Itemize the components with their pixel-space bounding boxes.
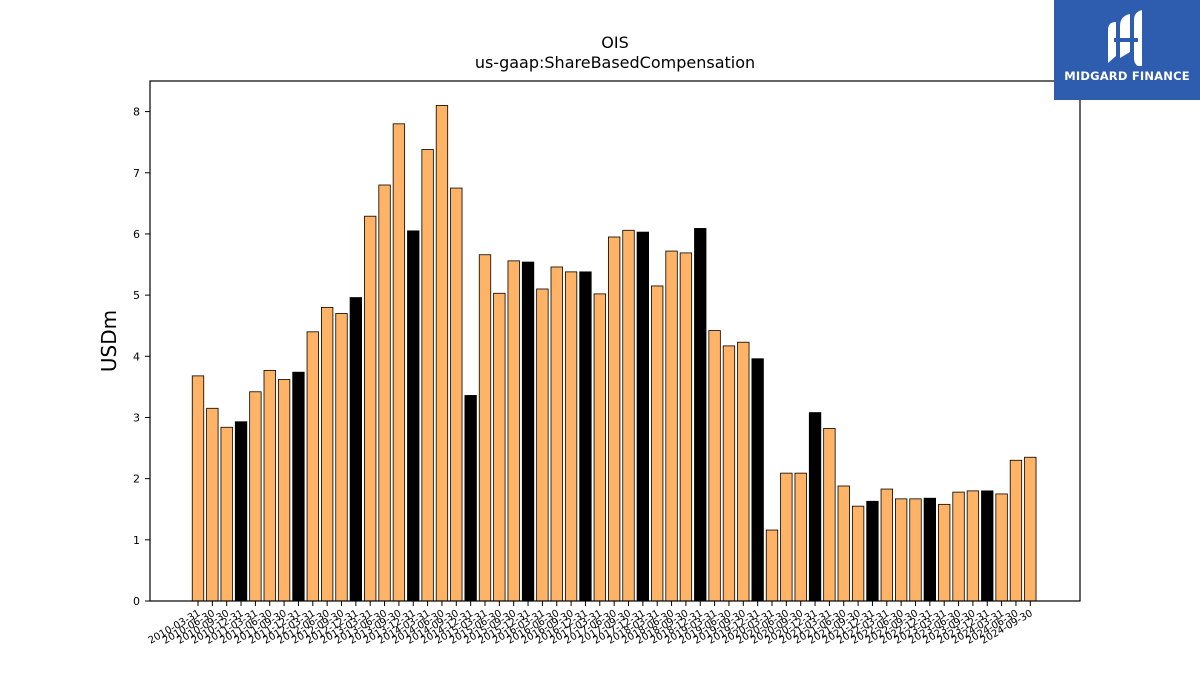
bar [234, 421, 248, 602]
bar [880, 488, 893, 602]
y-tick-label: 8 [133, 106, 140, 119]
bar [320, 306, 334, 602]
bar [349, 297, 363, 602]
bar [206, 407, 219, 602]
y-tick-label: 3 [133, 411, 140, 424]
bar [851, 505, 865, 602]
bar [392, 123, 406, 602]
bar [708, 330, 721, 602]
bar [923, 497, 936, 602]
bar [464, 395, 477, 602]
bar [536, 288, 549, 602]
y-tick-label: 6 [133, 228, 140, 241]
bar [665, 250, 678, 602]
bar [450, 187, 463, 602]
bar [191, 375, 205, 602]
bar [966, 490, 980, 602]
bar [435, 105, 449, 602]
bar [220, 426, 233, 602]
logo-text: MIDGARD FINANCE [1064, 69, 1190, 83]
bar [1009, 459, 1023, 602]
bar [794, 472, 807, 602]
bar [493, 292, 506, 602]
y-tick-label: 0 [133, 595, 140, 608]
bar [335, 313, 348, 602]
bar [608, 236, 621, 602]
bar [421, 149, 434, 602]
bar [737, 341, 750, 602]
bar [823, 428, 836, 602]
bar [780, 472, 793, 602]
bar [952, 491, 965, 602]
bar [995, 493, 1008, 602]
bar [808, 412, 822, 602]
bar [478, 254, 492, 602]
bar [263, 369, 276, 602]
bar [651, 285, 664, 602]
y-tick-label: 7 [133, 167, 140, 180]
y-axis: 0 1 2 3 4 5 6 7 8 [133, 106, 150, 608]
bar [521, 261, 535, 602]
x-axis: 2010-03-312010-06-302010-09-302010-12-31… [147, 601, 1035, 647]
bar [751, 358, 764, 602]
y-tick-label: 4 [133, 350, 140, 363]
y-tick-label: 1 [133, 534, 140, 547]
bar [579, 271, 592, 602]
bar [636, 231, 649, 602]
bar [407, 230, 420, 602]
bar [722, 345, 736, 602]
bar [837, 485, 850, 602]
bar [292, 371, 305, 602]
bar [895, 498, 908, 602]
y-axis-label: USDm [97, 310, 121, 372]
bar [550, 266, 563, 602]
y-tick-label: 5 [133, 289, 140, 302]
bar [622, 229, 635, 602]
bar [679, 252, 693, 602]
chart-title: OIS [601, 33, 628, 52]
bar [306, 331, 319, 602]
y-tick-label: 2 [133, 473, 140, 486]
bar [364, 215, 377, 602]
bar [378, 184, 391, 602]
midgard-logo: MIDGARD FINANCE [1054, 0, 1200, 100]
bar [249, 391, 262, 602]
bar [507, 260, 520, 602]
chart-subtitle: us-gaap:ShareBasedCompensation [475, 53, 755, 72]
bar [765, 529, 779, 602]
midgard-logo-icon [1108, 10, 1142, 66]
bar [593, 293, 606, 602]
bar [866, 500, 879, 602]
bars-group [191, 105, 1037, 602]
bar [277, 379, 291, 602]
bar [694, 228, 707, 602]
bar [564, 271, 578, 602]
bar [981, 490, 994, 602]
bar [1024, 456, 1037, 602]
bar [938, 503, 951, 602]
plot-frame [149, 80, 1081, 602]
bar [909, 498, 922, 602]
